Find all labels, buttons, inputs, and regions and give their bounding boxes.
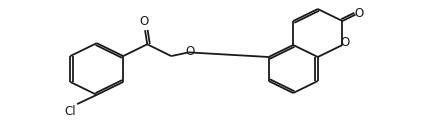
Text: O: O xyxy=(185,45,194,58)
Text: O: O xyxy=(354,7,363,20)
Text: Cl: Cl xyxy=(64,105,76,118)
Text: O: O xyxy=(139,15,148,28)
Text: O: O xyxy=(340,36,350,49)
